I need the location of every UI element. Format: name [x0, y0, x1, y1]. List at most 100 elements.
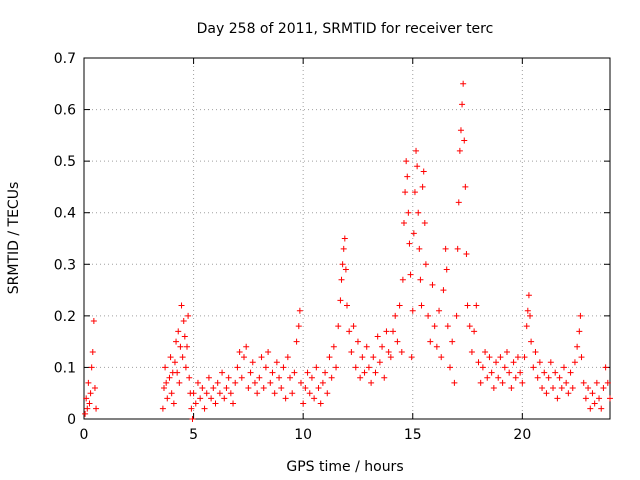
data-point — [189, 416, 196, 422]
y-tick-label: 0.7 — [54, 51, 76, 67]
data-point — [569, 385, 576, 392]
data-point — [280, 364, 287, 371]
data-point — [302, 385, 309, 392]
data-point — [456, 147, 463, 154]
data-point — [484, 374, 491, 381]
data-point — [296, 307, 303, 314]
data-point — [287, 374, 294, 381]
data-point — [184, 343, 191, 350]
data-point — [406, 240, 413, 247]
data-point — [449, 338, 456, 345]
data-point — [596, 395, 603, 402]
data-point — [545, 374, 552, 381]
data-point — [420, 168, 427, 175]
data-point — [361, 369, 368, 376]
data-point — [495, 374, 502, 381]
data-point — [493, 359, 500, 366]
data-point — [396, 302, 403, 309]
data-point — [326, 354, 333, 361]
data-point — [514, 354, 521, 361]
data-point — [341, 235, 348, 242]
data-point — [335, 323, 342, 330]
data-point — [295, 323, 302, 330]
data-point — [88, 364, 95, 371]
data-point — [363, 343, 370, 350]
data-point — [385, 348, 392, 355]
y-tick-label: 0.5 — [54, 154, 76, 170]
data-point — [536, 359, 543, 366]
data-point — [392, 312, 399, 319]
data-point — [571, 359, 578, 366]
data-point — [543, 390, 550, 397]
data-point — [271, 390, 278, 397]
data-point — [556, 374, 563, 381]
data-point — [508, 385, 515, 392]
data-point — [368, 379, 375, 386]
data-point — [223, 385, 230, 392]
data-point — [431, 323, 438, 330]
data-point — [348, 348, 355, 355]
data-point — [490, 385, 497, 392]
data-point — [547, 359, 554, 366]
grid-lines — [84, 58, 610, 419]
data-point — [602, 364, 609, 371]
data-point — [319, 379, 326, 386]
data-point — [407, 271, 414, 278]
data-point — [593, 379, 600, 386]
data-point — [370, 354, 377, 361]
data-point — [422, 261, 429, 268]
data-point — [578, 354, 585, 361]
data-point — [466, 323, 473, 330]
data-point — [436, 307, 443, 314]
data-point — [598, 405, 605, 412]
data-point — [528, 338, 535, 345]
data-point — [315, 385, 322, 392]
data-point — [488, 369, 495, 376]
x-tick-label: 0 — [80, 427, 89, 443]
data-point — [440, 287, 447, 294]
data-point — [486, 354, 493, 361]
data-point — [589, 390, 596, 397]
data-point — [444, 323, 451, 330]
data-point — [477, 379, 484, 386]
data-point — [291, 369, 298, 376]
data-point — [197, 395, 204, 402]
y-tick-label: 0.2 — [54, 309, 76, 325]
data-point — [429, 281, 436, 288]
x-tick-label: 5 — [189, 427, 198, 443]
data-point — [527, 312, 534, 319]
data-point — [350, 323, 357, 330]
x-axis-label: GPS time / hours — [286, 459, 403, 475]
data-point — [415, 209, 422, 216]
data-point — [173, 338, 180, 345]
data-point — [416, 245, 423, 252]
y-axis-label: SRMTID / TECUs — [6, 182, 22, 295]
data-point — [468, 348, 475, 355]
data-point — [232, 379, 239, 386]
data-point — [324, 390, 331, 397]
data-point — [339, 261, 346, 268]
data-point — [525, 292, 532, 299]
data-point — [410, 230, 417, 237]
data-point — [438, 354, 445, 361]
data-point — [190, 390, 197, 397]
data-point — [192, 400, 199, 407]
data-point — [168, 390, 175, 397]
data-point — [328, 374, 335, 381]
data-point — [374, 333, 381, 340]
data-point — [311, 395, 318, 402]
data-point — [402, 189, 409, 196]
data-point — [443, 266, 450, 273]
data-point — [379, 343, 386, 350]
data-point — [269, 369, 276, 376]
data-point — [240, 354, 247, 361]
data-point — [383, 328, 390, 335]
data-point — [243, 343, 250, 350]
data-point — [372, 369, 379, 376]
data-point — [497, 354, 504, 361]
data-point — [83, 395, 90, 402]
plot-frame — [83, 57, 611, 420]
data-point — [405, 209, 412, 216]
data-point — [212, 400, 219, 407]
data-point — [419, 183, 426, 190]
